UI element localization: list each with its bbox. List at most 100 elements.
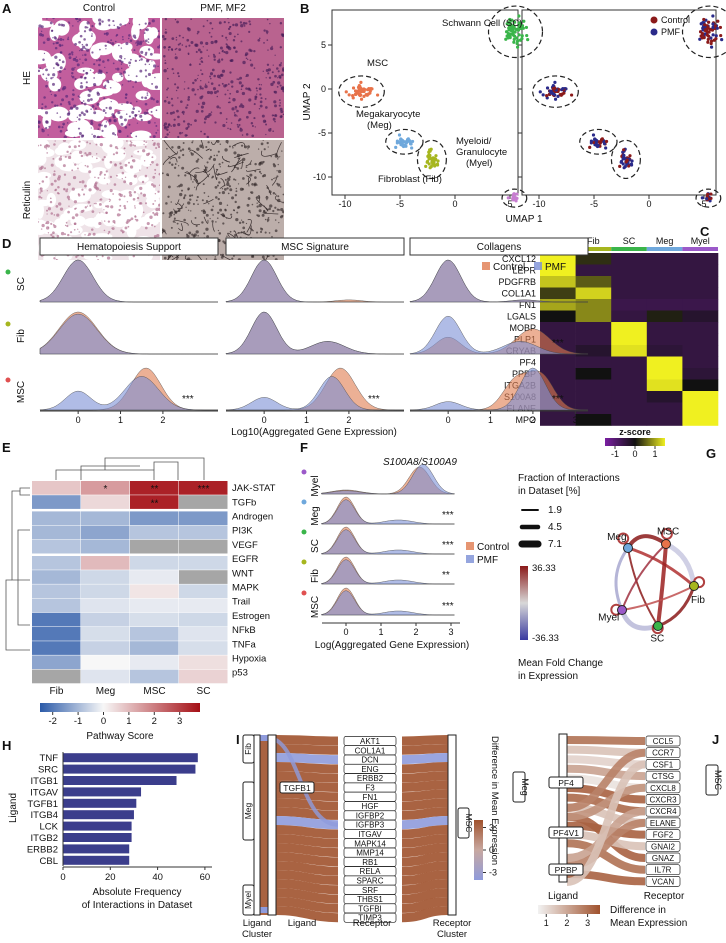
nucleus (231, 257, 234, 260)
cluster-outline (681, 5, 726, 59)
nucleus (54, 55, 58, 59)
nucleus (142, 193, 147, 197)
ligand-box (548, 826, 584, 839)
heatmap-cell (81, 627, 130, 641)
flow (566, 839, 646, 874)
heatmap-cell (575, 402, 612, 415)
nucleus (71, 53, 74, 56)
nucleus (224, 93, 227, 96)
fat-cell (136, 216, 159, 227)
nucleus (211, 177, 213, 179)
umap-point (629, 163, 634, 167)
row-label: Meg (310, 506, 321, 525)
nucleus (225, 43, 228, 46)
nucleus (212, 205, 214, 208)
nucleus (228, 101, 231, 104)
nucleus (75, 207, 77, 210)
density-ridge (321, 529, 455, 555)
fat-cell (72, 32, 93, 47)
nucleus (210, 82, 214, 85)
nucleus (92, 134, 97, 138)
fat-cell (89, 167, 109, 182)
nucleus (174, 18, 177, 21)
nucleus (169, 46, 171, 49)
flow (401, 825, 449, 839)
nucleus (195, 230, 199, 234)
nucleus (138, 55, 142, 58)
umap-point (556, 94, 560, 98)
nucleus (175, 36, 178, 39)
nucleus (181, 166, 185, 170)
nucleus (241, 220, 245, 224)
receptor-label: DCN (361, 756, 379, 765)
nucleus (221, 191, 226, 195)
nucleus (80, 47, 84, 52)
nucleus (274, 206, 277, 209)
nucleus (123, 70, 127, 74)
umap-point (359, 80, 363, 84)
nucleus (200, 130, 202, 133)
nucleus (276, 175, 279, 178)
nucleus (59, 66, 63, 70)
nucleus (50, 29, 54, 33)
fat-cell (135, 57, 148, 70)
umap-point (702, 17, 706, 22)
nucleus (85, 153, 89, 157)
nucleus (166, 128, 169, 132)
nucleus (73, 228, 76, 231)
nucleus (179, 149, 182, 152)
nucleus (218, 181, 221, 184)
nucleus (52, 76, 54, 79)
nucleus (130, 141, 133, 144)
fat-cell (131, 217, 142, 230)
nucleus (256, 93, 258, 95)
nucleus (186, 27, 190, 30)
nucleus (205, 41, 209, 46)
nucleus (278, 209, 281, 211)
nucleus (151, 60, 153, 62)
nucleus (117, 110, 121, 115)
nucleus (42, 73, 45, 76)
nucleus (164, 59, 166, 62)
nucleus (254, 170, 257, 173)
panel-label: E (2, 440, 11, 455)
nucleus (90, 122, 94, 126)
nucleus (135, 218, 139, 222)
nucleus (268, 207, 271, 211)
nucleus (260, 84, 263, 86)
nucleus (199, 87, 202, 90)
nucleus (52, 42, 55, 45)
fat-cell (82, 72, 97, 88)
nucleus (282, 113, 284, 116)
heatmap-cell (575, 414, 612, 426)
axis-bar (447, 734, 457, 916)
heatmap-cell (130, 655, 179, 670)
nucleus (213, 74, 216, 78)
nucleus (157, 65, 159, 68)
nucleus (172, 111, 175, 114)
colorbar-tick-label: 0 (632, 449, 637, 459)
nucleus (71, 216, 75, 220)
nucleus (80, 111, 84, 115)
legend-label: 1.9 (548, 505, 562, 516)
heatmap-cell (32, 570, 81, 584)
nucleus (178, 48, 182, 52)
nucleus (82, 100, 85, 102)
density-ridge (39, 376, 218, 411)
nucleus (227, 21, 230, 24)
nucleus (197, 88, 199, 91)
nucleus (55, 258, 58, 260)
nucleus (153, 234, 157, 238)
nucleus (254, 162, 257, 166)
nucleus (98, 21, 102, 25)
nucleus (151, 160, 154, 164)
nucleus (152, 135, 156, 138)
umap-point (428, 154, 432, 158)
nucleus (107, 81, 110, 84)
flow (401, 735, 449, 746)
column-header: PMF, MF2 (200, 3, 246, 14)
nucleus (147, 38, 150, 41)
nucleus (53, 179, 57, 183)
column-color (682, 247, 718, 251)
nucleus (107, 18, 111, 22)
